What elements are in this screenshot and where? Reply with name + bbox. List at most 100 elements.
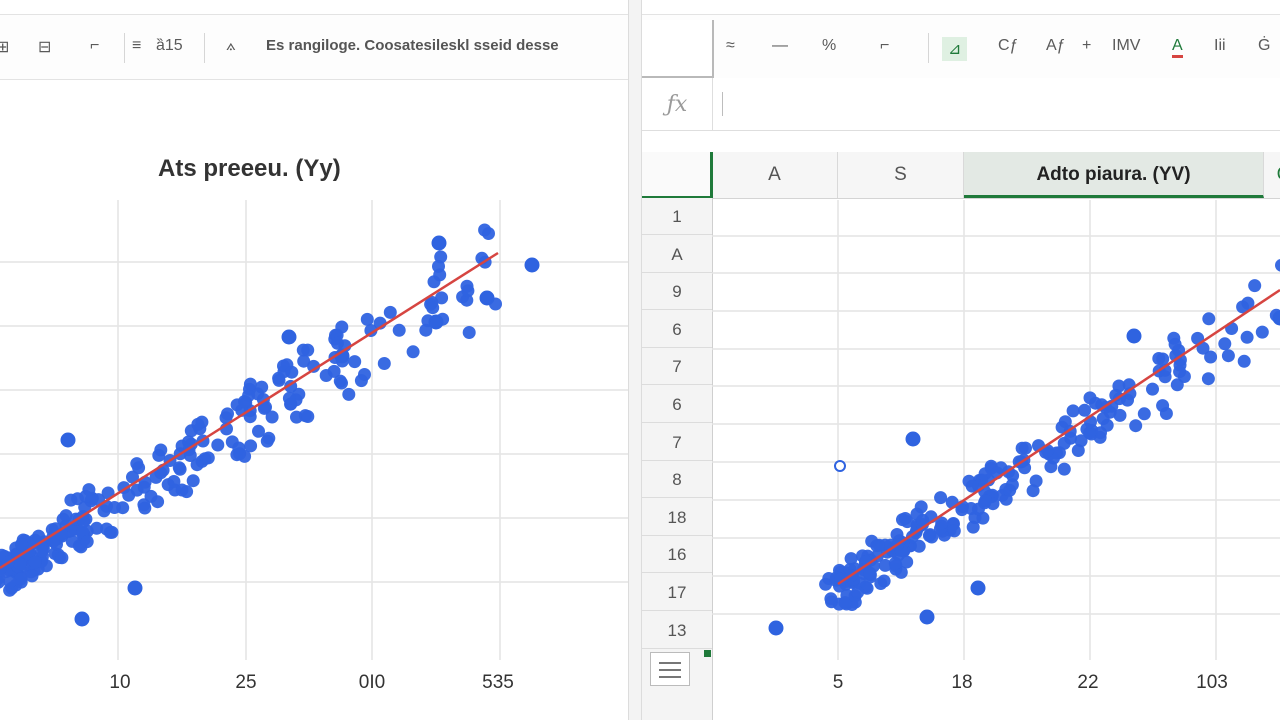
data-point [1050,446,1063,460]
fx-icon: ƒx [642,78,713,130]
row-header[interactable]: 17 [642,574,712,611]
data-point [822,572,836,585]
function-icon[interactable]: Cƒ [998,37,1019,54]
data-point [966,520,980,534]
data-point [105,525,119,539]
row-header[interactable]: 1 [642,198,712,235]
row-header[interactable]: 8 [642,461,712,499]
toolbar-icon-2[interactable]: ⊟ [38,39,52,56]
toolbar-icon-1[interactable]: ⊞ [0,39,10,56]
data-point [947,524,961,538]
column-header-d[interactable]: C [1264,152,1280,198]
data-point [878,558,892,572]
data-point [857,567,871,581]
data-point [327,364,341,378]
format-icon[interactable]: IMV [1112,37,1141,54]
font-icon[interactable]: Aƒ [1046,37,1066,54]
selection-handle[interactable] [704,650,711,657]
data-point [191,417,205,431]
data-point [890,538,904,552]
chart-style-icon[interactable]: ⟑ [226,37,236,54]
add-icon[interactable]: + [1082,37,1092,54]
data-point [14,572,28,586]
x-tick-label: 5 [833,672,844,693]
column-header-c[interactable]: Adto piaura. (YV) [964,152,1264,198]
column-header-b[interactable]: S [838,152,964,198]
data-point [973,473,986,487]
data-point [3,575,17,589]
data-point [892,548,905,562]
formula-input[interactable] [722,92,723,116]
data-point [985,488,999,502]
toolbar-icon-4[interactable]: ⌐ [880,37,890,54]
data-point [1018,461,1032,475]
toolbar-font-size[interactable]: ȁ15 [156,37,183,54]
data-point [862,566,876,580]
x-tick-label: 18 [951,672,972,693]
data-point [945,495,959,509]
data-point [211,438,225,452]
pane-divider[interactable] [628,0,642,720]
row-header[interactable]: 6 [642,386,712,423]
select-all-corner[interactable] [642,152,713,199]
row-header[interactable]: 7 [642,424,712,461]
toolbar-icon-1[interactable]: ≈ [726,37,735,54]
data-point [65,524,79,537]
row-header[interactable]: 13 [642,612,712,649]
data-point [433,268,447,282]
data-point [824,592,838,606]
data-point [219,411,233,425]
sheet-list-icon[interactable] [650,652,690,686]
data-point [1236,300,1250,314]
toolbar-icon-12[interactable]: Ġ [1258,37,1271,54]
percent-icon[interactable]: % [822,37,837,54]
toolbar-icon-4[interactable]: ≡ [132,37,142,54]
chart-title: Ats preeeu. (Yy) [158,155,341,182]
column-header-a[interactable]: A [712,152,838,198]
data-point [90,521,104,535]
row-header[interactable]: 18 [642,499,712,536]
toolbar-icon-2[interactable]: — [772,37,788,54]
data-point [965,479,979,493]
data-point [946,517,960,530]
data-point [173,462,187,476]
data-point [935,516,949,530]
row-header[interactable]: A [642,236,712,273]
data-point [1002,465,1015,479]
data-point [1173,358,1187,372]
data-point [864,553,878,567]
column-headers: A S Adto piaura. (YV) C [642,152,1280,199]
data-point [888,556,902,570]
data-point [1096,412,1110,426]
data-point [910,507,924,521]
row-header[interactable]: 6 [642,311,712,348]
row-header[interactable]: 9 [642,273,712,311]
data-point [1026,484,1040,498]
data-point [1177,370,1191,383]
data-point [1137,407,1151,421]
data-point [1204,350,1218,364]
data-point [1017,453,1031,467]
name-box[interactable] [642,20,714,78]
data-point [840,588,854,602]
row-header[interactable]: 16 [642,536,712,574]
data-point [1237,354,1251,368]
data-point [896,536,910,550]
toolbar-icon-11[interactable]: Iii [1214,37,1226,54]
data-point [844,569,858,583]
data-point [936,524,950,538]
text-color-icon[interactable]: A [1172,37,1183,58]
data-point [1074,434,1088,448]
data-point [905,431,921,447]
data-point [848,589,862,603]
data-point [186,474,200,488]
data-point [383,305,397,319]
toolbar-icon-3[interactable]: ⌐ [90,37,100,54]
data-point [479,290,495,306]
data-point [364,324,378,337]
data-point [1094,426,1107,440]
data-point [994,461,1008,475]
data-point [1272,310,1280,326]
chart-icon[interactable]: ⊿ [942,37,968,61]
row-header[interactable]: 7 [642,348,712,386]
